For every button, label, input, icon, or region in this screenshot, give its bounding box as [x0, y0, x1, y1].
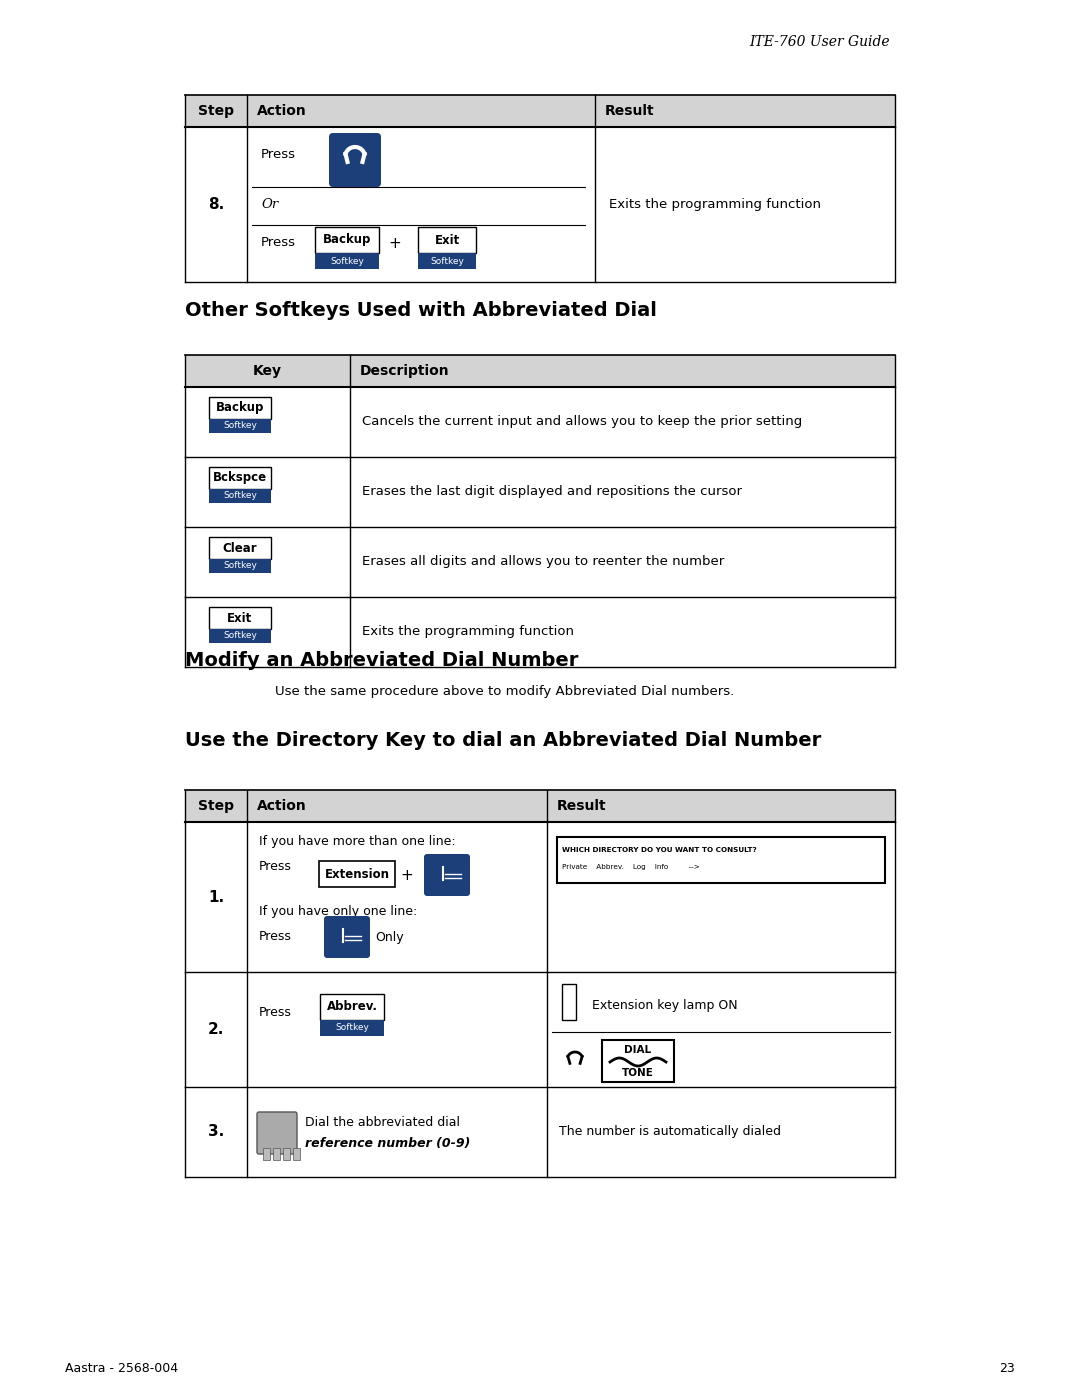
- Text: Softkey: Softkey: [224, 492, 257, 500]
- Text: Other Softkeys Used with Abbreviated Dial: Other Softkeys Used with Abbreviated Dia…: [185, 300, 657, 320]
- Text: If you have more than one line:: If you have more than one line:: [259, 835, 456, 848]
- Text: Bckspce: Bckspce: [213, 472, 267, 485]
- Bar: [185, 355, 895, 387]
- Text: Description: Description: [360, 365, 449, 379]
- Bar: [293, 1148, 300, 1160]
- Bar: [315, 253, 379, 270]
- Text: reference number (0-9): reference number (0-9): [305, 1137, 471, 1151]
- Text: Backup: Backup: [216, 401, 265, 415]
- Text: Softkey: Softkey: [224, 631, 257, 640]
- Text: +: +: [401, 868, 414, 883]
- Bar: [185, 95, 895, 127]
- Text: 3.: 3.: [207, 1125, 225, 1140]
- Text: If you have only one line:: If you have only one line:: [259, 905, 417, 918]
- Text: Press: Press: [261, 236, 296, 249]
- Text: Clear: Clear: [222, 542, 257, 555]
- Text: DIAL: DIAL: [624, 1045, 651, 1055]
- Bar: [562, 983, 576, 1020]
- Text: Abbrev.: Abbrev.: [326, 1000, 378, 1013]
- Bar: [210, 467, 271, 489]
- Text: Step: Step: [198, 103, 234, 117]
- Bar: [602, 1039, 674, 1083]
- Text: Exit: Exit: [228, 612, 253, 624]
- FancyBboxPatch shape: [329, 133, 381, 187]
- Bar: [210, 489, 271, 503]
- Text: 8.: 8.: [207, 197, 225, 212]
- Text: Use the same procedure above to modify Abbreviated Dial numbers.: Use the same procedure above to modify A…: [275, 686, 734, 698]
- Text: Press: Press: [261, 148, 296, 162]
- Text: Cancels the current input and allows you to keep the prior setting: Cancels the current input and allows you…: [362, 415, 802, 429]
- Text: Key: Key: [253, 365, 282, 379]
- Text: Softkey: Softkey: [224, 562, 257, 570]
- Text: Result: Result: [557, 799, 607, 813]
- Text: 2.: 2.: [207, 1023, 225, 1037]
- FancyBboxPatch shape: [424, 854, 470, 895]
- Bar: [210, 608, 271, 629]
- Text: Softkey: Softkey: [224, 422, 257, 430]
- Bar: [418, 226, 476, 253]
- Text: WHICH DIRECTORY DO YOU WANT TO CONSULT?: WHICH DIRECTORY DO YOU WANT TO CONSULT?: [562, 847, 757, 854]
- Text: Only: Only: [375, 930, 404, 943]
- Bar: [557, 837, 885, 883]
- Text: Press: Press: [259, 861, 292, 873]
- Text: Step: Step: [198, 799, 234, 813]
- Bar: [320, 995, 384, 1020]
- Text: Softkey: Softkey: [430, 257, 464, 265]
- Text: Action: Action: [257, 103, 307, 117]
- FancyBboxPatch shape: [324, 916, 370, 958]
- Text: Or: Or: [261, 198, 279, 211]
- Bar: [320, 1020, 384, 1037]
- Bar: [210, 536, 271, 559]
- Text: 23: 23: [999, 1362, 1015, 1375]
- Text: 1.: 1.: [208, 890, 224, 904]
- Text: ITE-760 User Guide: ITE-760 User Guide: [750, 35, 890, 49]
- Text: Exits the programming function: Exits the programming function: [362, 626, 573, 638]
- Bar: [315, 226, 379, 253]
- Text: Dial the abbreviated dial: Dial the abbreviated dial: [305, 1115, 460, 1129]
- Bar: [264, 1148, 270, 1160]
- Text: Softkey: Softkey: [330, 257, 364, 265]
- Bar: [273, 1148, 280, 1160]
- Text: Erases all digits and allows you to reenter the number: Erases all digits and allows you to reen…: [362, 556, 725, 569]
- Text: Press: Press: [259, 930, 292, 943]
- Text: +: +: [389, 236, 402, 250]
- Text: Softkey: Softkey: [335, 1024, 369, 1032]
- Bar: [210, 629, 271, 643]
- Text: Exits the programming function: Exits the programming function: [609, 198, 821, 211]
- Text: Press: Press: [259, 1006, 292, 1018]
- Text: Backup: Backup: [323, 233, 372, 246]
- Bar: [210, 419, 271, 433]
- Bar: [418, 253, 476, 270]
- Text: Use the Directory Key to dial an Abbreviated Dial Number: Use the Directory Key to dial an Abbrevi…: [185, 731, 821, 750]
- Text: Extension: Extension: [324, 868, 390, 880]
- Text: Modify an Abbreviated Dial Number: Modify an Abbreviated Dial Number: [185, 651, 579, 669]
- Bar: [319, 861, 395, 887]
- Bar: [210, 559, 271, 573]
- Text: Extension key lamp ON: Extension key lamp ON: [592, 999, 738, 1013]
- Text: Action: Action: [257, 799, 307, 813]
- Text: Result: Result: [605, 103, 654, 117]
- Text: Private    Abbrev.    Log    Info         -->: Private Abbrev. Log Info -->: [562, 863, 700, 870]
- Text: The number is automatically dialed: The number is automatically dialed: [559, 1126, 781, 1139]
- Text: TONE: TONE: [622, 1067, 653, 1078]
- Bar: [283, 1148, 291, 1160]
- Text: Exit: Exit: [434, 233, 460, 246]
- Bar: [185, 789, 895, 821]
- Text: Aastra - 2568-004: Aastra - 2568-004: [65, 1362, 178, 1375]
- Bar: [210, 397, 271, 419]
- Text: Erases the last digit displayed and repositions the cursor: Erases the last digit displayed and repo…: [362, 486, 742, 499]
- FancyBboxPatch shape: [257, 1112, 297, 1154]
